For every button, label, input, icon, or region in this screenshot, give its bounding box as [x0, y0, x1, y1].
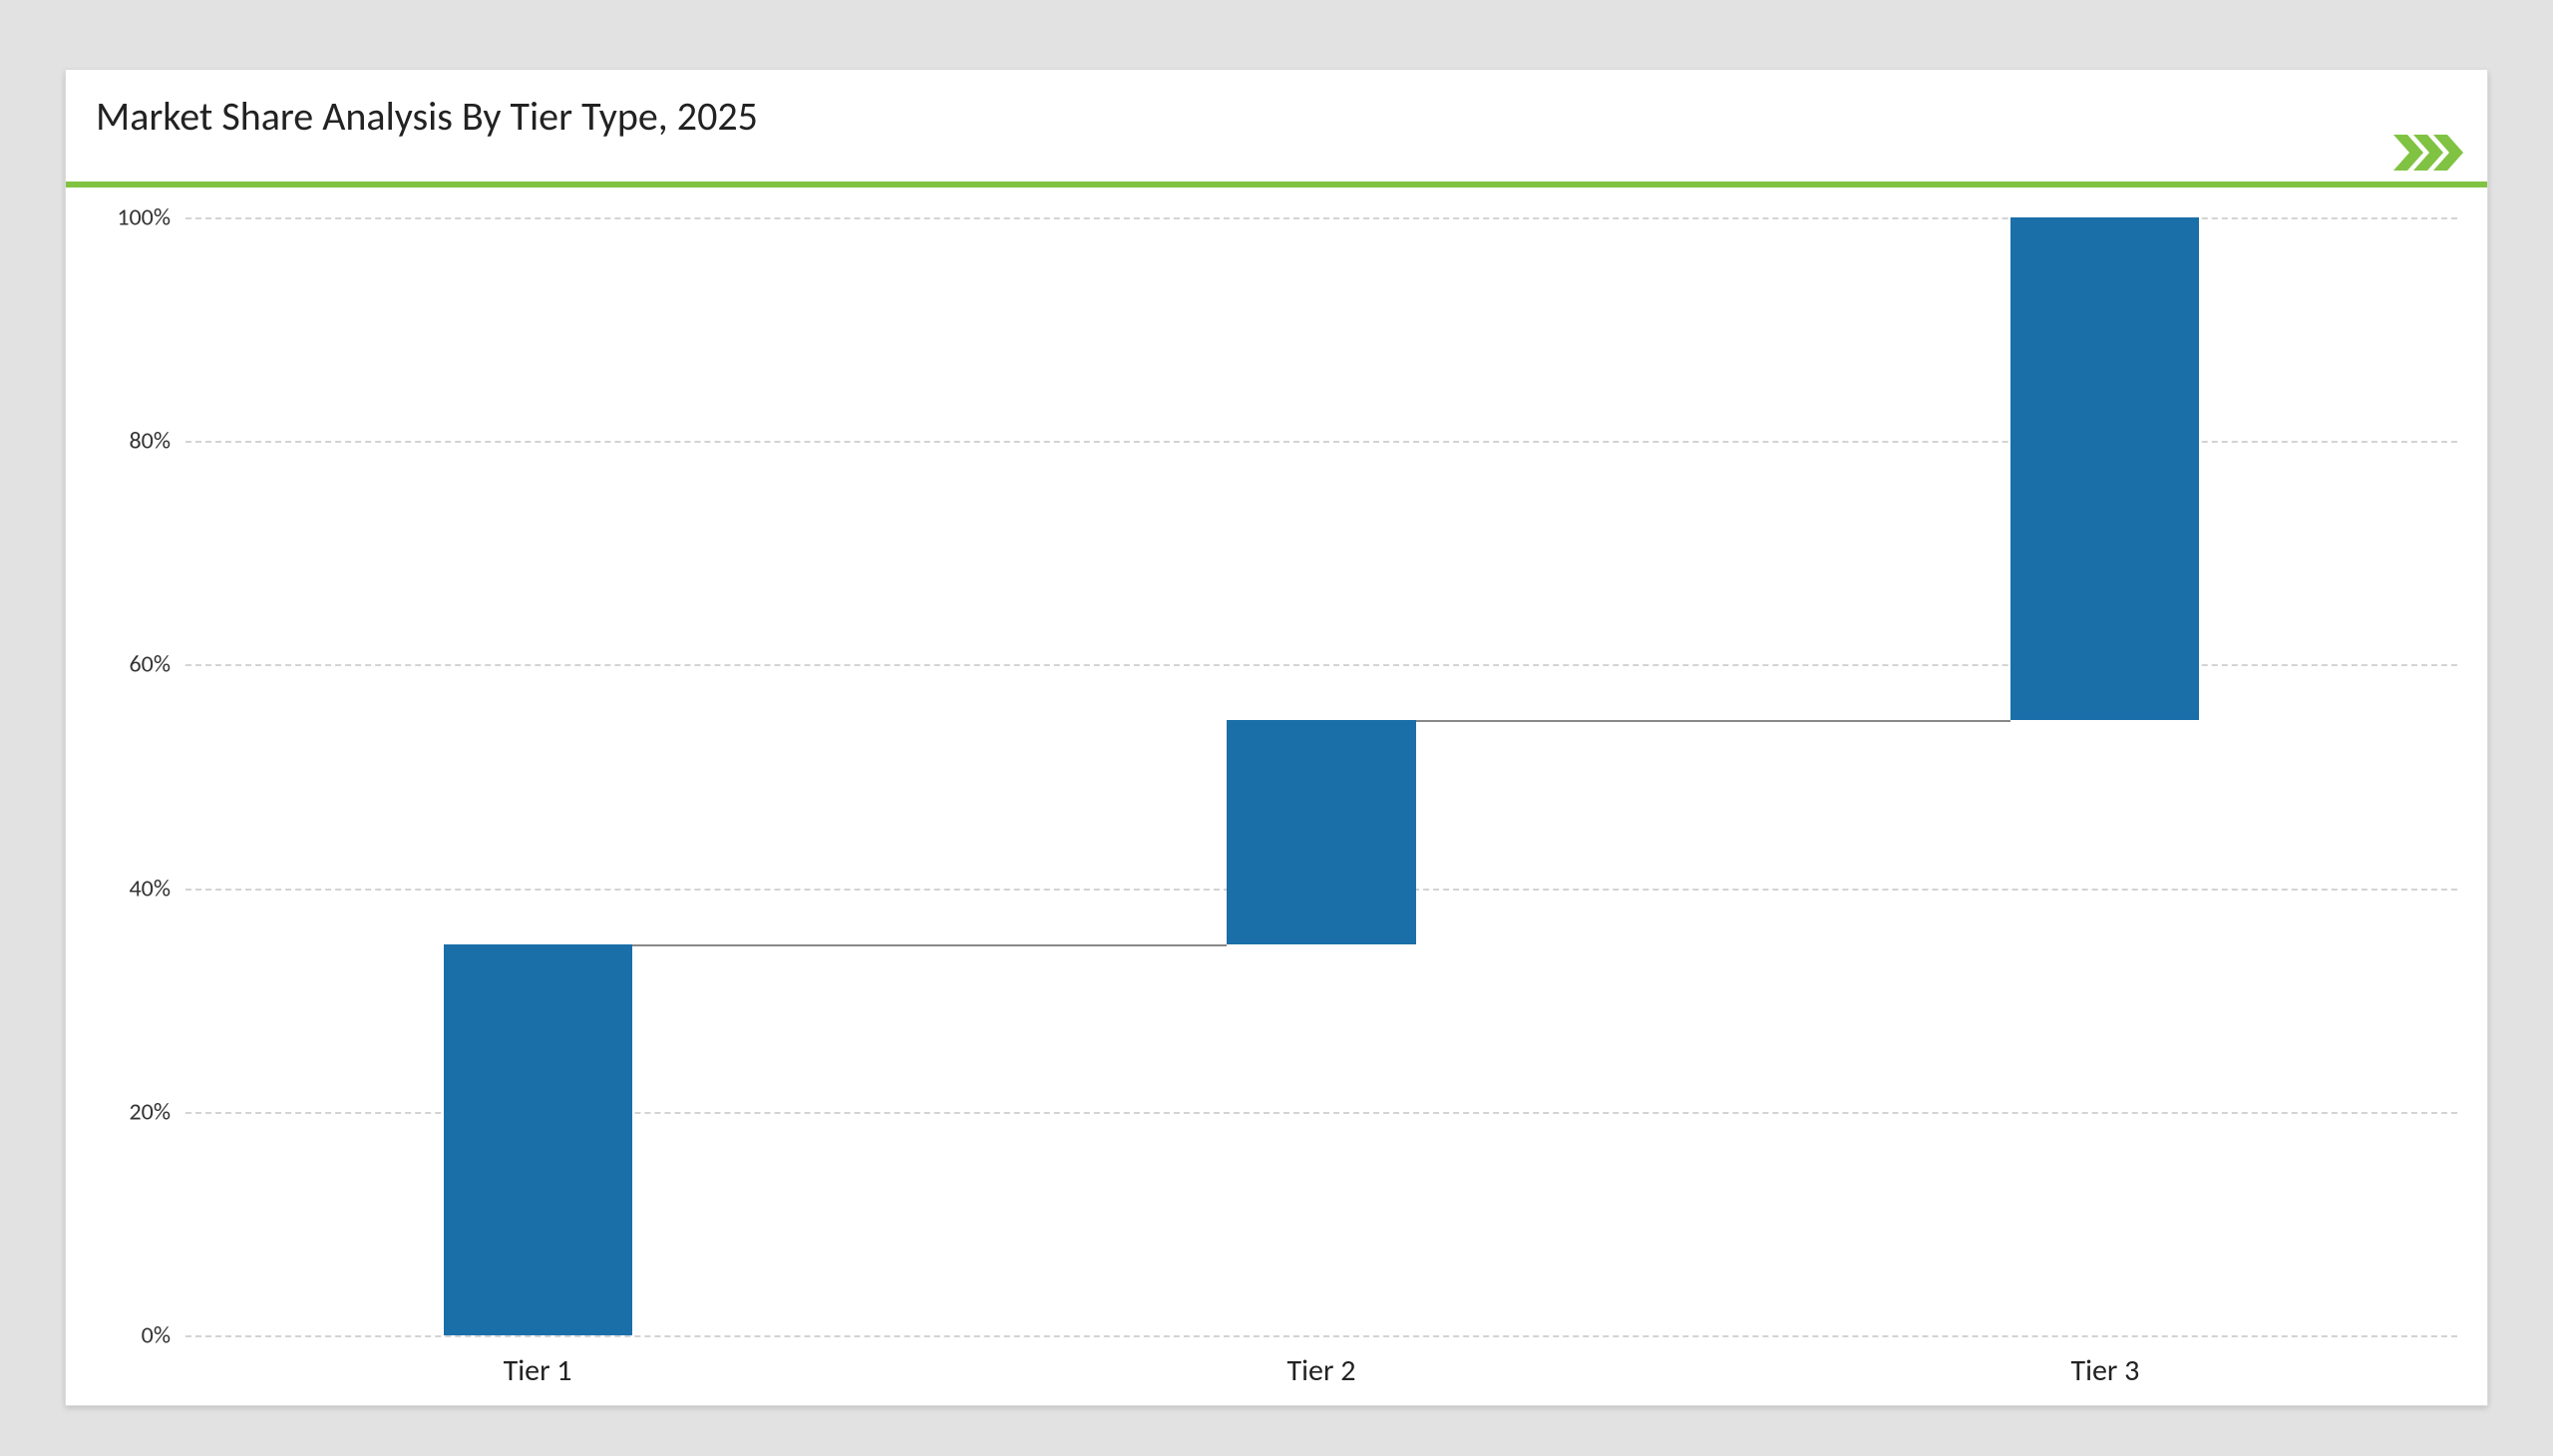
chevrons-icon: [2393, 135, 2465, 176]
chart-area: 0% 20% 40% 60% 80% 100% Tier 1 Tier 2 Tier 3: [66, 187, 2487, 1405]
x-axis-label: Tier 1: [504, 1352, 572, 1389]
y-axis-label: 80%: [101, 427, 171, 456]
y-axis-label: 100%: [101, 203, 171, 232]
connector-line: [632, 944, 1228, 946]
y-axis-label: 60%: [101, 650, 171, 679]
x-axis-label: Tier 3: [2070, 1352, 2139, 1389]
y-axis-label: 0%: [101, 1321, 171, 1350]
panel-title: Market Share Analysis By Tier Type, 2025: [96, 92, 2457, 141]
bar-tier-2: [1227, 720, 1415, 943]
page-background: Market Share Analysis By Tier Type, 2025…: [0, 0, 2553, 1456]
bar-tier-1: [444, 944, 632, 1335]
bar-tier-3: [2010, 217, 2199, 720]
y-axis-label: 40%: [101, 874, 171, 903]
chart-panel: Market Share Analysis By Tier Type, 2025…: [65, 70, 2488, 1406]
x-axis-label: Tier 2: [1287, 1352, 1356, 1389]
connector-line: [1416, 720, 2011, 722]
gridline: [185, 1335, 2457, 1337]
panel-header: Market Share Analysis By Tier Type, 2025: [66, 70, 2487, 187]
plot-region: 0%20%40%60%80%100%Tier 1Tier 2Tier 3: [185, 217, 2457, 1335]
y-axis-label: 20%: [101, 1097, 171, 1126]
